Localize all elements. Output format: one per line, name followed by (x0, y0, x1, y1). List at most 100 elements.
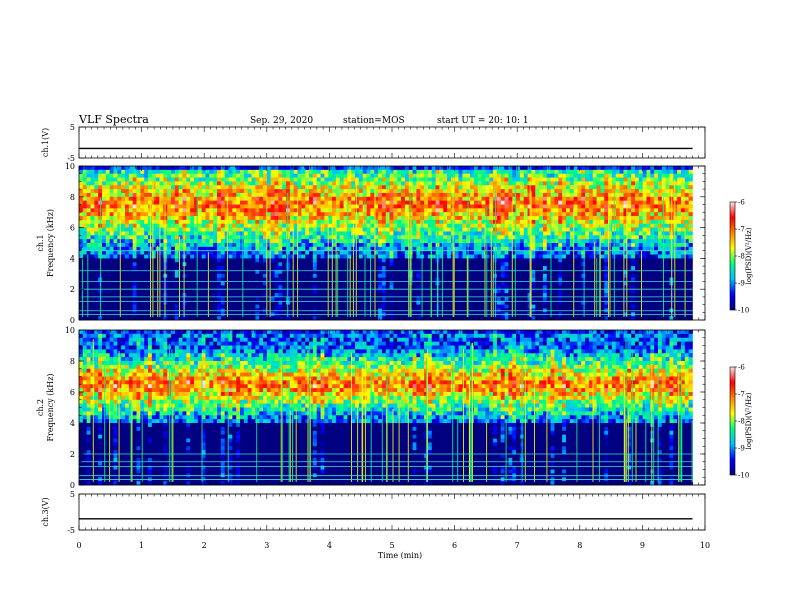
spectrogram-cell (251, 293, 256, 298)
spectrogram-cell (289, 285, 295, 290)
spectrogram-cell (224, 212, 229, 217)
spectrogram-cell (458, 246, 463, 251)
spectrogram-cell (128, 300, 133, 305)
spectrogram-cell (151, 227, 156, 232)
spectrogram-cell (136, 266, 141, 271)
spectrogram-cell (519, 189, 525, 194)
spectrogram-cell (94, 181, 99, 186)
spectrogram-cell (496, 231, 502, 236)
spectrogram-cell (163, 169, 168, 174)
spectrogram-cell (282, 208, 287, 213)
spectrogram-cell (496, 246, 502, 251)
spectrogram-cell (224, 296, 229, 302)
spectrogram-cell (332, 169, 337, 174)
spectrogram-cell (447, 273, 452, 278)
spectrogram-cell (447, 231, 452, 236)
spectrogram-cell (343, 304, 348, 309)
spectrogram-cell (401, 296, 406, 302)
spectrogram-cell (462, 177, 467, 182)
spectrogram-cell (278, 169, 283, 174)
spectrogram-cell (144, 258, 149, 263)
spectrogram-cell (186, 254, 191, 259)
spectrogram-cell (136, 216, 141, 221)
spectrogram-cell (496, 169, 502, 174)
spectrogram-cell (516, 269, 521, 275)
spectrogram-cell (140, 277, 145, 282)
spectrogram-cell (443, 243, 448, 248)
spectrogram-cell (79, 185, 84, 190)
spectrogram-cell (374, 239, 379, 244)
spectrogram-cell (190, 300, 195, 305)
spectrogram-cell (151, 212, 156, 217)
spectrogram-cell (209, 296, 214, 302)
spectrogram-cell (378, 269, 383, 275)
spectrogram-cell (358, 173, 364, 178)
spectrogram-cell (462, 246, 467, 251)
spectrogram-cell (140, 196, 145, 201)
spectrogram-cell (519, 177, 525, 182)
spectrogram-cell (121, 300, 126, 305)
spectrogram-cell (374, 223, 379, 228)
spectrogram-cell (366, 250, 371, 255)
spectrogram-cell (102, 173, 107, 178)
spectrogram-cell (347, 250, 352, 255)
spectrogram-cell (416, 223, 421, 228)
spectrogram-cell (121, 231, 126, 236)
spectrogram-cell (232, 239, 237, 244)
spectrogram-cell (531, 196, 536, 201)
spectrogram-cell (427, 300, 433, 305)
spectrogram-cell (102, 235, 107, 240)
spectrogram-cell (105, 258, 110, 263)
spectrogram-cell (397, 273, 402, 278)
spectrogram-cell (220, 185, 225, 190)
spectrogram-cell (263, 212, 268, 217)
spectrogram-cell (278, 223, 283, 228)
spectrogram-cell (140, 269, 145, 275)
spectrogram-cell (190, 223, 195, 228)
spectrogram-cell (439, 285, 444, 290)
spectrogram-cell (240, 200, 245, 205)
spectrogram-cell (109, 262, 114, 267)
spectrogram-cell (259, 169, 264, 174)
spectrogram-cell (427, 254, 433, 259)
spectrogram-cell (240, 243, 245, 248)
spectrogram-cell (458, 219, 463, 225)
spectrogram-cell (82, 296, 87, 302)
spectrogram-cell (320, 250, 325, 255)
spectrogram-cell (224, 200, 229, 205)
spectrogram-cell (94, 296, 99, 302)
spectrogram-cell (98, 181, 103, 186)
spectrogram-cell (439, 254, 444, 259)
spectrogram-cell (500, 200, 505, 205)
spectrogram-cell (159, 185, 164, 190)
spectrogram-cell (481, 235, 486, 240)
spectrogram-cell (355, 185, 360, 190)
spectrogram-cell (316, 296, 321, 302)
spectrogram-cell (332, 216, 337, 221)
spectrogram-cell (289, 262, 295, 267)
spectrogram-cell (443, 192, 448, 198)
spectrogram-cell (309, 239, 314, 244)
spectrogram-cell (485, 216, 490, 221)
spectrogram-cell (125, 204, 130, 209)
spectrogram-cell (473, 208, 479, 213)
spectrogram-cell (301, 219, 306, 225)
spectrogram-cell (447, 304, 452, 309)
spectrogram-cell (144, 235, 149, 240)
spectrogram-cell (416, 169, 421, 174)
spectrogram-cell (316, 231, 321, 236)
spectrogram-cell (240, 227, 245, 232)
spectrogram-cell (339, 289, 344, 294)
spectrogram-cell (355, 173, 360, 178)
spectrogram-cell (512, 169, 517, 174)
spectrogram-cell (159, 254, 164, 259)
spectrogram-cell (427, 235, 433, 240)
spectrogram-cell (416, 300, 421, 305)
spectrogram-cell (393, 266, 398, 271)
spectrogram-cell (385, 243, 390, 248)
spectrogram-cell (132, 223, 137, 228)
header-date: Sep. 29, 2020 (250, 116, 313, 126)
spectrogram-cell (274, 262, 279, 267)
spectrogram-cell (473, 196, 479, 201)
spectrogram-cell (251, 196, 256, 201)
